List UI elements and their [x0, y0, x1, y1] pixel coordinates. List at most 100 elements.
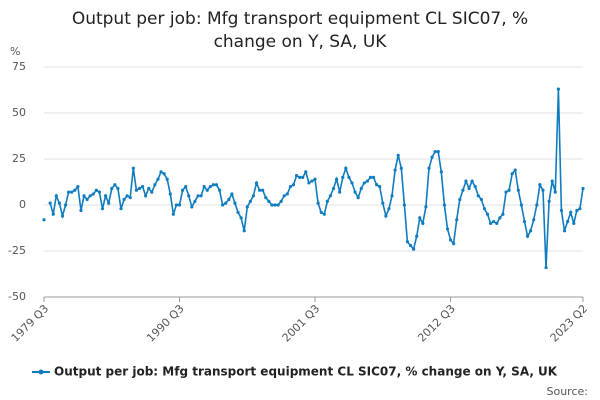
- data-point: [230, 192, 234, 196]
- data-point: [476, 194, 480, 198]
- data-point: [88, 194, 92, 198]
- data-point: [107, 201, 111, 205]
- data-point: [341, 175, 345, 179]
- data-point: [390, 194, 394, 198]
- x-tick-label: 1979 Q3: [9, 302, 52, 345]
- legend-label: Output per job: Mfg transport equipment …: [54, 365, 558, 379]
- data-point: [258, 188, 262, 192]
- data-point: [298, 175, 302, 179]
- data-point: [381, 201, 385, 205]
- data-point: [335, 177, 339, 181]
- data-point: [482, 207, 487, 211]
- data-point: [270, 203, 274, 207]
- data-point: [562, 229, 567, 233]
- data-point: [338, 190, 342, 194]
- data-point: [177, 203, 182, 207]
- data-point: [310, 179, 314, 183]
- data-point: [412, 247, 416, 251]
- data-point: [350, 181, 354, 185]
- data-point: [205, 188, 209, 192]
- data-point: [304, 170, 308, 174]
- data-point: [498, 216, 502, 220]
- data-point: [248, 199, 252, 203]
- data-point: [273, 203, 277, 207]
- data-point: [156, 177, 160, 181]
- data-point: [556, 87, 560, 91]
- data-point: [375, 183, 379, 187]
- data-point: [202, 185, 206, 189]
- x-tick-label: 2012 Q3: [415, 302, 458, 345]
- data-point: [452, 242, 456, 246]
- data-point: [504, 190, 508, 194]
- data-point: [541, 188, 545, 192]
- data-point: [331, 186, 336, 191]
- data-point: [547, 199, 551, 203]
- data-point: [489, 221, 493, 225]
- data-point: [168, 192, 172, 196]
- data-point: [581, 186, 585, 191]
- data-point: [387, 207, 391, 211]
- data-point: [510, 172, 514, 176]
- data-point: [131, 166, 135, 170]
- data-point: [393, 168, 397, 172]
- data-point: [467, 186, 471, 191]
- data-point: [442, 203, 446, 207]
- data-point: [267, 199, 271, 203]
- data-point: [254, 181, 259, 185]
- data-point: [294, 173, 299, 178]
- data-point: [485, 212, 490, 216]
- data-point: [359, 186, 363, 191]
- data-point: [353, 190, 357, 194]
- y-tick-label: 75: [12, 60, 26, 73]
- data-point: [208, 185, 212, 189]
- data-point: [461, 188, 465, 192]
- data-point: [73, 188, 77, 192]
- data-point: [264, 196, 268, 200]
- data-point: [433, 150, 437, 154]
- data-point: [140, 185, 145, 189]
- data-point: [285, 192, 289, 196]
- data-point: [492, 219, 496, 224]
- data-point: [405, 240, 410, 244]
- data-point: [569, 210, 573, 214]
- data-point: [57, 201, 62, 205]
- data-point: [291, 183, 296, 187]
- data-point: [445, 227, 450, 231]
- data-point: [344, 166, 348, 170]
- data-point: [150, 190, 154, 194]
- data-point: [495, 221, 499, 225]
- data-point: [227, 197, 231, 202]
- data-point: [538, 183, 542, 187]
- data-point: [479, 197, 483, 202]
- data-point: [42, 218, 46, 222]
- y-tick-label: 25: [12, 152, 26, 165]
- data-point: [82, 194, 86, 198]
- data-point: [282, 194, 286, 198]
- data-point: [221, 203, 225, 207]
- data-point: [54, 194, 58, 198]
- data-point: [63, 203, 68, 207]
- data-point: [553, 190, 557, 194]
- data-point: [532, 218, 536, 222]
- data-point: [190, 205, 194, 209]
- data-point: [535, 203, 539, 207]
- data-point: [134, 188, 138, 192]
- data-point: [159, 170, 163, 174]
- data-point: [165, 177, 169, 181]
- source: Source:: [547, 385, 589, 398]
- data-point: [67, 190, 71, 194]
- data-point: [242, 229, 246, 233]
- data-point: [516, 188, 520, 192]
- data-point: [153, 183, 157, 187]
- data-point: [113, 183, 117, 187]
- data-point: [507, 188, 511, 192]
- y-tick-label: -50: [8, 290, 26, 303]
- data-point: [137, 186, 142, 191]
- data-point: [316, 201, 320, 205]
- x-tick-label: 2001 Q3: [280, 302, 323, 345]
- data-point: [162, 172, 166, 176]
- data-point: [301, 175, 305, 179]
- data-point: [578, 207, 582, 211]
- x-tick-label: 2023 Q2: [548, 302, 591, 345]
